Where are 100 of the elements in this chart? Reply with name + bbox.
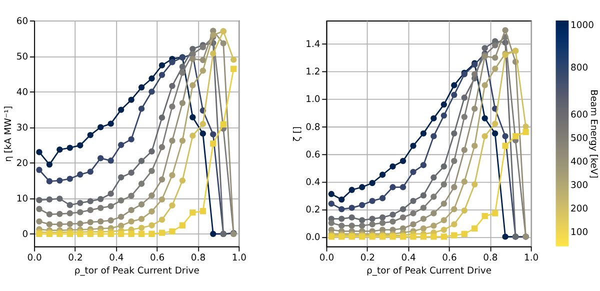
point (461, 146, 468, 154)
point (440, 234, 448, 240)
point (148, 192, 155, 199)
point (128, 170, 134, 176)
point (451, 130, 458, 137)
point (369, 216, 376, 222)
point (230, 56, 237, 63)
point (138, 84, 145, 90)
point (128, 218, 134, 225)
x-tick-label: 0.4 (109, 252, 124, 264)
point (420, 225, 427, 232)
y-tick-label: 0.6 (306, 149, 320, 160)
color-bar-label: 1000 (570, 20, 594, 31)
point (338, 196, 345, 203)
point (118, 214, 124, 220)
point (420, 162, 427, 168)
y-tick-label: 20 (16, 158, 28, 170)
point (502, 234, 508, 240)
point (461, 178, 468, 185)
point (56, 221, 63, 228)
point (200, 130, 206, 137)
point (158, 196, 166, 202)
point (328, 220, 334, 226)
point (451, 82, 458, 88)
point (98, 218, 104, 225)
point (451, 206, 458, 212)
point (420, 192, 427, 198)
point (440, 217, 448, 224)
point (338, 206, 345, 212)
point (87, 206, 94, 214)
point (220, 121, 226, 128)
point (179, 70, 186, 76)
point (108, 158, 114, 164)
point (328, 200, 334, 207)
y-tick-label: 10 (16, 194, 28, 205)
point (158, 176, 166, 183)
point (158, 230, 166, 236)
point (430, 174, 437, 181)
point (358, 202, 366, 208)
color-bar-label: 500 (570, 132, 588, 144)
point (138, 201, 145, 208)
point (169, 59, 176, 66)
point (36, 197, 42, 204)
point (118, 174, 124, 180)
point (36, 166, 42, 173)
point (451, 92, 458, 98)
point (46, 161, 53, 168)
point (440, 200, 448, 207)
point (482, 133, 488, 140)
point (66, 176, 73, 182)
point (369, 180, 376, 186)
point (77, 209, 84, 216)
point (158, 114, 166, 121)
point (190, 56, 196, 62)
point (472, 181, 478, 188)
point (440, 112, 448, 119)
point (430, 133, 437, 140)
point (461, 94, 468, 101)
x-axis-title: ρ_tor of Peak Current Drive (74, 266, 200, 277)
point (430, 115, 437, 122)
point (128, 230, 134, 237)
point (410, 142, 416, 149)
point (492, 210, 498, 216)
point (148, 222, 155, 228)
point (379, 172, 386, 178)
y-tick-label: 0.8 (306, 122, 320, 133)
point (379, 214, 386, 221)
point (98, 204, 104, 212)
point (390, 212, 396, 218)
point (66, 144, 73, 151)
point (77, 171, 84, 178)
point (451, 232, 458, 238)
y-tick-label: 60 (16, 16, 28, 27)
point (451, 184, 458, 190)
point (390, 184, 396, 190)
point (108, 230, 114, 237)
y-tick-label: 0.2 (306, 204, 320, 216)
point (36, 218, 42, 225)
point (148, 88, 155, 95)
point (108, 190, 114, 197)
point (46, 221, 53, 228)
point (190, 132, 196, 139)
point (98, 196, 104, 202)
point (190, 114, 196, 120)
point (472, 106, 478, 112)
point (410, 221, 416, 228)
point (87, 198, 94, 204)
color-bar-label: 300 (570, 180, 588, 191)
point (400, 206, 406, 212)
x-tick-label: 1.0 (524, 252, 539, 264)
point (348, 186, 355, 193)
point (158, 62, 166, 68)
y-tick-label: 1.2 (306, 66, 320, 78)
color-bar-label: 100 (570, 226, 588, 238)
point (348, 204, 355, 211)
point (410, 198, 416, 204)
y-axis-title: η [kA MW⁻¹] (2, 106, 14, 162)
x-tick-label: 0.8 (483, 252, 498, 264)
point (118, 142, 124, 148)
y-tick-label: 0.4 (306, 176, 320, 188)
